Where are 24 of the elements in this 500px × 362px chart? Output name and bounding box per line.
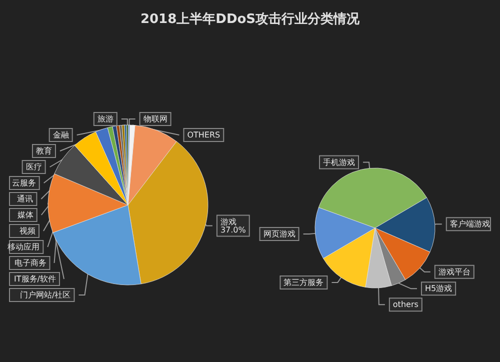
slice-label: 门户网站/社区 bbox=[20, 290, 71, 300]
data-label: 37.0% bbox=[220, 225, 246, 234]
slice-label: 移动应用 bbox=[8, 242, 40, 252]
legend-label: H5游戏 bbox=[424, 284, 452, 294]
slice-label: OTHERS bbox=[187, 130, 220, 140]
slice-label: 物联网 bbox=[143, 114, 168, 124]
slice-label: 媒体 bbox=[17, 210, 34, 220]
slice-label: 游戏 bbox=[220, 217, 236, 226]
slice-label: 网页游戏 bbox=[263, 229, 296, 238]
slice-label: 游戏平台 bbox=[438, 267, 470, 276]
slice-label: 云服务 bbox=[12, 178, 36, 188]
slice-label: 电子商务 bbox=[14, 258, 46, 268]
slice-label: 医疗 bbox=[26, 162, 42, 172]
slice-label: 教育 bbox=[36, 146, 52, 156]
slice-label: 手机游戏 bbox=[323, 158, 356, 167]
slice-label: 金融 bbox=[52, 130, 69, 140]
slice-label: others bbox=[392, 300, 418, 310]
slice-label: 客户端游戏 bbox=[450, 220, 490, 229]
slice-label: IT服务/软件 bbox=[14, 274, 56, 284]
slice-label: 旅游 bbox=[97, 114, 114, 124]
slice-label: 通讯 bbox=[17, 194, 34, 204]
slice-label: 第三方服务 bbox=[284, 278, 324, 287]
slice-label: 视频 bbox=[19, 226, 36, 236]
chart-title: 2018上半年DDoS攻击行业分类情况 bbox=[140, 12, 361, 27]
